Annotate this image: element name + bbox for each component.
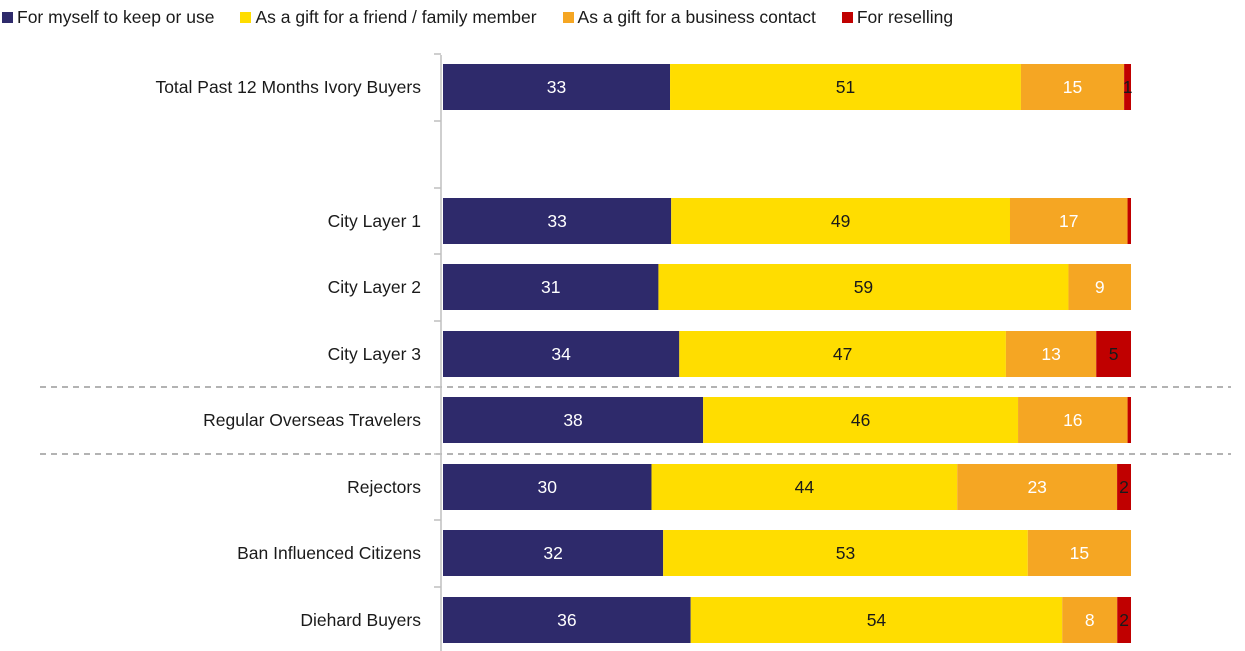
data-label: 49	[831, 211, 850, 231]
bar-segment	[1009, 198, 1128, 244]
bar-segment	[1027, 530, 1131, 576]
legend-swatch	[2, 11, 13, 23]
legend-item-3: As a gift for a business contact	[562, 6, 816, 28]
bar-segment	[443, 331, 680, 377]
data-label: 17	[1059, 211, 1078, 231]
data-label: 54	[867, 610, 887, 630]
data-label: 46	[851, 410, 870, 430]
data-label: 53	[836, 543, 855, 563]
data-label: 30	[538, 477, 558, 497]
legend-swatch	[841, 11, 853, 23]
data-label: 36	[557, 610, 576, 630]
data-label: 2	[1119, 610, 1129, 630]
data-label: 2	[1119, 477, 1129, 497]
data-label: 23	[1027, 477, 1046, 497]
legend-item-2: As a gift for a friend / family member	[240, 6, 537, 28]
legend-label: As a gift for a business contact	[577, 6, 816, 27]
category-label: Regular Overseas Travelers	[203, 410, 421, 430]
bar-segment	[1096, 331, 1131, 377]
bar-segment	[1005, 331, 1097, 377]
legend-label: For myself to keep or use	[17, 6, 215, 27]
data-label: 5	[1109, 344, 1119, 364]
legend: For myself to keep or use As a gift for a…	[0, 0, 1245, 34]
data-label: 32	[543, 543, 562, 563]
bar-segment	[1020, 64, 1125, 110]
bar-segment	[658, 264, 1069, 310]
data-label: 31	[541, 277, 560, 297]
legend-swatch	[240, 11, 252, 23]
data-label: 59	[854, 277, 873, 297]
bar-segment	[1127, 397, 1131, 443]
data-label: 33	[547, 77, 566, 97]
bar-segment	[690, 597, 1063, 643]
bar-segment	[671, 198, 1010, 244]
bar-segment	[651, 464, 958, 510]
category-label: Total Past 12 Months Ivory Buyers	[155, 77, 421, 97]
bar-segment	[443, 530, 664, 576]
data-label: 9	[1095, 277, 1105, 297]
legend-label: As a gift for a friend / family member	[255, 6, 537, 27]
data-label: 16	[1063, 410, 1082, 430]
bar-segment	[1127, 198, 1131, 244]
bar-segment	[1018, 397, 1128, 443]
data-label: 38	[563, 410, 582, 430]
category-label: City Layer 2	[328, 277, 421, 297]
category-label: Diehard Buyers	[300, 610, 421, 630]
bar-segment	[957, 464, 1118, 510]
data-label: 34	[551, 344, 571, 364]
data-label: 13	[1041, 344, 1060, 364]
category-label: Ban Influenced Citizens	[237, 543, 421, 563]
data-label: 47	[833, 344, 852, 364]
bar-segment	[443, 597, 691, 643]
data-label: 15	[1070, 543, 1089, 563]
legend-item-1: For myself to keep or use	[2, 7, 214, 28]
bar-segment	[1068, 264, 1131, 310]
legend-swatch	[562, 11, 574, 23]
bar-segment	[443, 198, 672, 244]
category-label: City Layer 1	[328, 211, 421, 231]
category-label: Rejectors	[347, 477, 421, 497]
bar-segment	[443, 397, 704, 443]
bar-segment	[443, 464, 652, 510]
data-label: 1	[1123, 77, 1133, 97]
legend-label: For reselling	[856, 6, 954, 27]
bar-segment	[1117, 597, 1131, 643]
bar-segment	[443, 64, 671, 110]
data-label: 15	[1063, 77, 1082, 97]
data-label: 33	[547, 211, 566, 231]
data-label: 44	[795, 477, 815, 497]
bar-segment	[663, 530, 1028, 576]
bar-segment	[1062, 597, 1118, 643]
bar-segment	[443, 264, 659, 310]
data-label: 8	[1085, 610, 1095, 630]
bar-segment	[1124, 64, 1131, 110]
category-label: City Layer 3	[328, 344, 421, 364]
legend-item-4: For reselling	[841, 6, 954, 28]
data-label: 51	[836, 77, 855, 97]
bar-segment	[679, 331, 1006, 377]
bar-segment	[670, 64, 1021, 110]
bar-segment	[1117, 464, 1131, 510]
bar-segment	[703, 397, 1019, 443]
